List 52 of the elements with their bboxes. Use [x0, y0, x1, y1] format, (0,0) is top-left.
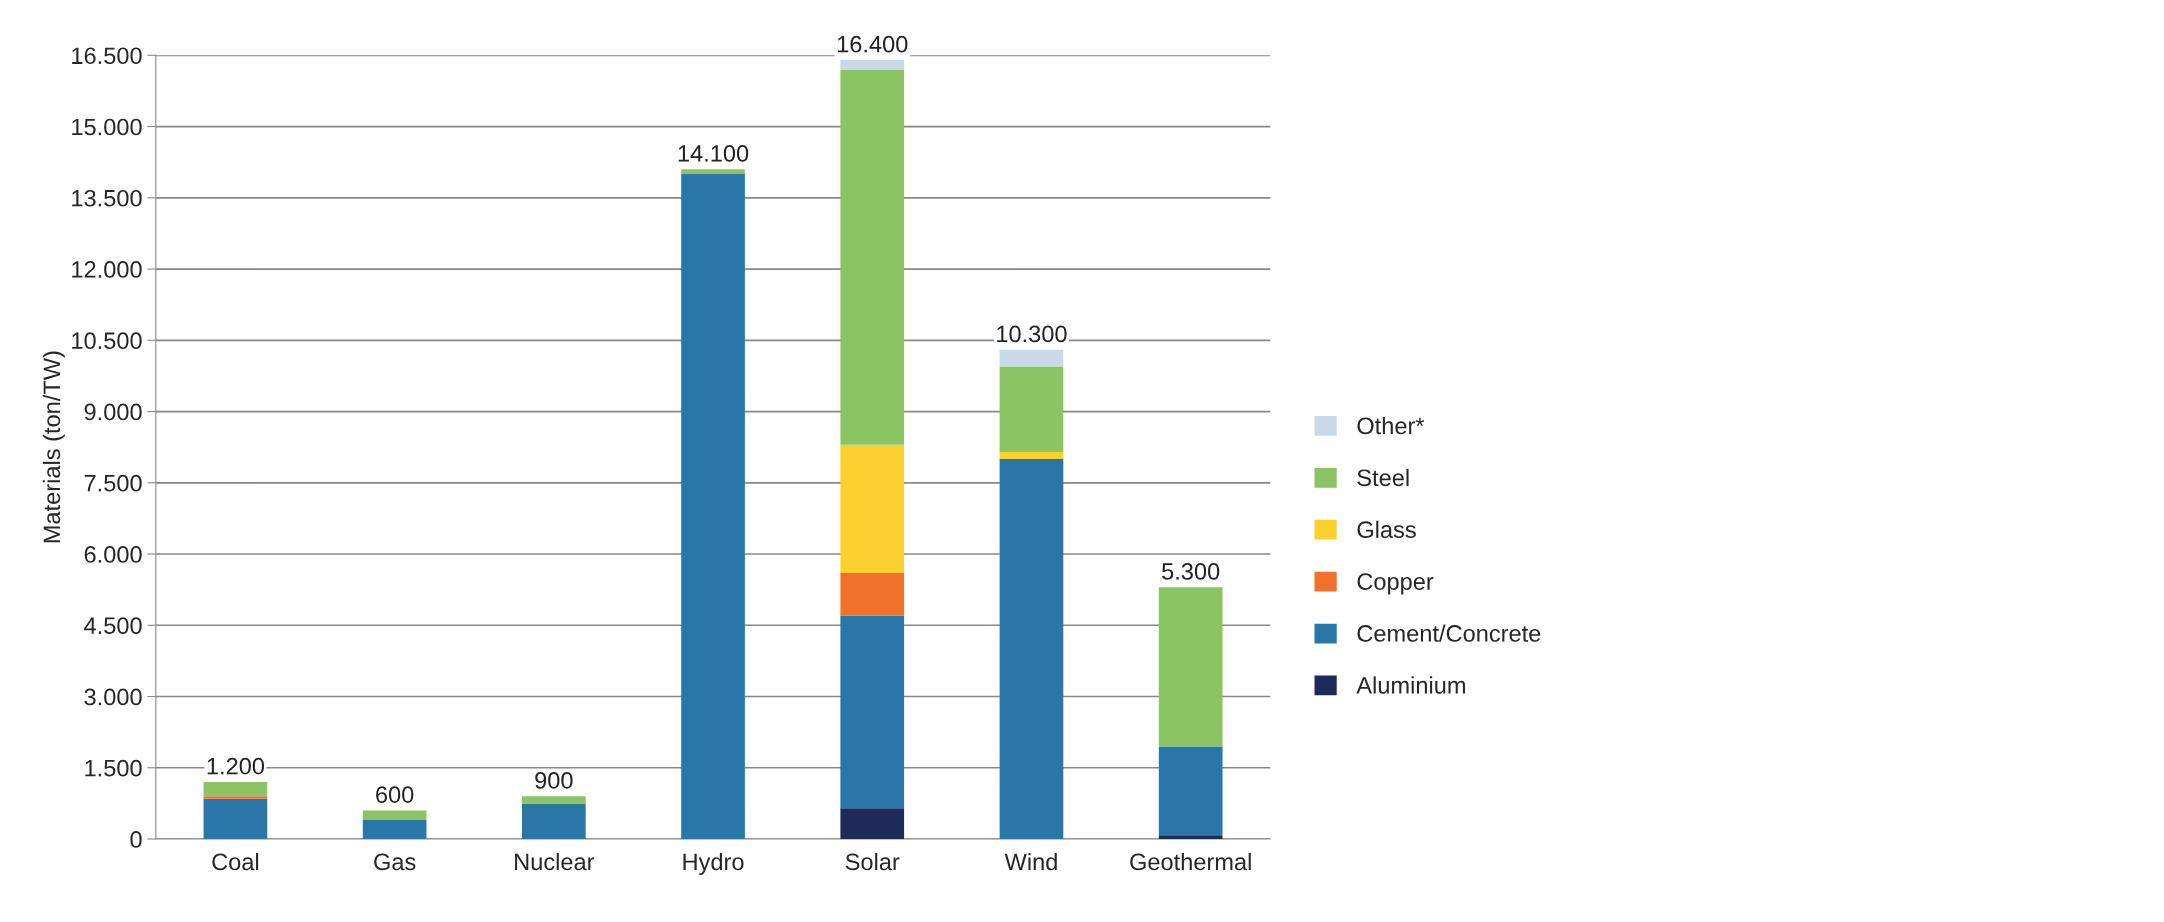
legend-label: Copper [1357, 573, 1434, 595]
y-tick-label: 6.000 [84, 546, 142, 563]
bar [681, 174, 745, 840]
total-label: 5.300 [1162, 563, 1220, 580]
bar [1158, 835, 1223, 840]
bar [521, 803, 586, 840]
bar [840, 444, 905, 574]
bar [840, 615, 905, 809]
total-label: 600 [376, 786, 414, 804]
y-axis-title: Materials (ton/TW) [42, 351, 65, 543]
bar [840, 573, 905, 616]
y-tick-label: 9.000 [84, 403, 142, 421]
x-tick-label: Coal [212, 852, 259, 871]
bar [362, 820, 427, 840]
legend-label: Cement/Concrete [1357, 624, 1541, 642]
bar [681, 169, 745, 175]
legend-label: Other* [1357, 416, 1425, 435]
bar [999, 366, 1064, 452]
total-label: 16.400 [837, 35, 908, 53]
bar [1158, 746, 1223, 836]
y-tick-label: 4.500 [84, 617, 142, 635]
y-tick-label: 16.500 [72, 47, 142, 65]
total-label: 10.300 [997, 325, 1067, 343]
y-tick-label: 10.500 [72, 332, 142, 350]
y-tick-label: 0 [130, 831, 142, 848]
y-tick-label: 15.000 [72, 118, 142, 136]
bar [203, 798, 268, 840]
legend-label: Aluminium [1356, 676, 1465, 694]
x-tick-label: Nuclear [515, 852, 595, 871]
y-tick-label: 7.500 [84, 474, 142, 492]
x-tick-label: Hydro [683, 852, 744, 875]
bar [999, 451, 1064, 460]
bar [840, 60, 905, 70]
total-label: 14.100 [678, 145, 749, 162]
y-tick-label: 12.000 [72, 261, 142, 278]
total-label: 900 [535, 772, 573, 789]
bar [999, 349, 1064, 367]
bar [840, 808, 905, 840]
legend-label: Steel [1357, 468, 1409, 487]
x-tick-label: Wind [1004, 852, 1057, 871]
x-tick-label: Geothermal [1130, 852, 1251, 871]
y-tick-label: 1.500 [85, 759, 142, 777]
x-tick-label: Solar [845, 852, 900, 871]
y-tick-label: 13.500 [72, 189, 142, 207]
bar [203, 796, 268, 799]
bar [203, 782, 268, 797]
bar [999, 459, 1064, 840]
bar [840, 69, 905, 445]
total-label: 1.200 [207, 757, 265, 775]
x-tick-label: Gas [374, 853, 416, 871]
legend-label: Glass [1357, 520, 1416, 539]
y-tick-label: 3.000 [84, 688, 142, 706]
